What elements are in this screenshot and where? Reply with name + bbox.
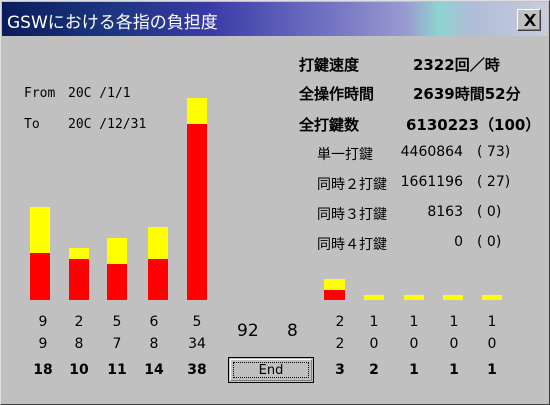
left-hand-percent: 92: [237, 321, 259, 341]
bar-lower-segment: [30, 253, 50, 300]
quad-stroke-pct: ( 0): [477, 234, 502, 250]
triple-stroke-label: 同時３打鍵: [317, 207, 387, 223]
right-row1-value: 1: [409, 314, 419, 330]
left-row1-value: 9: [38, 314, 48, 330]
single-stroke-label: 単一打鍵: [317, 147, 373, 163]
left-row2-value: 9: [38, 336, 48, 352]
quad-stroke-label: 同時４打鍵: [317, 237, 387, 253]
left-row1-value: 2: [74, 314, 84, 330]
left-total-value: 10: [69, 362, 89, 378]
right-total-value: 1: [409, 362, 419, 378]
right-row1-value: 1: [369, 314, 379, 330]
right-total-value: 1: [487, 362, 497, 378]
left-row2-value: 8: [149, 336, 159, 352]
triple-stroke-count: 8163: [427, 204, 463, 220]
single-stroke-pct: ( 73): [477, 144, 511, 160]
right-total-value: 1: [449, 362, 459, 378]
bar-upper-segment: [107, 237, 127, 264]
time-value: 2639時間52分: [413, 85, 521, 103]
quad-stroke-count: 0: [454, 234, 463, 250]
close-button[interactable]: [517, 9, 541, 31]
speed-value: 2322回／時: [413, 56, 500, 74]
right-total-value: 3: [335, 362, 345, 378]
bar-upper-segment: [482, 294, 502, 300]
end-button-focus-ring: [233, 362, 309, 378]
total-label: 全打鍵数: [299, 116, 360, 134]
double-stroke-count: 1661196: [400, 174, 463, 190]
triple-stroke-pct: ( 0): [477, 204, 502, 220]
bar-lower-segment: [187, 123, 207, 300]
left-row2-value: 7: [112, 336, 122, 352]
right-row1-value: 2: [335, 314, 345, 330]
bar-lower-segment: [69, 258, 89, 300]
bar-lower-segment: [324, 289, 345, 300]
left-row2-value: 8: [74, 336, 84, 352]
end-button-bevel: [230, 359, 312, 381]
bar-upper-segment: [187, 97, 207, 124]
single-stroke-count: 4460864: [400, 144, 463, 160]
bar-upper-segment: [443, 294, 463, 300]
time-label: 全操作時間: [299, 85, 375, 103]
title-bar[interactable]: GSWにおける各指の負担度: [2, 2, 548, 36]
right-row2-value: 0: [449, 336, 459, 352]
double-stroke-label: 同時２打鍵: [317, 177, 387, 193]
end-button-label: End: [258, 362, 284, 378]
end-button[interactable]: End: [228, 357, 314, 383]
left-row1-value: 5: [192, 314, 202, 330]
left-total-value: 11: [107, 362, 127, 378]
from-label: From: [24, 86, 56, 101]
double-stroke-pct: ( 27): [477, 174, 511, 190]
right-row2-value: 2: [335, 336, 345, 352]
right-row1-value: 1: [449, 314, 459, 330]
to-date: 20C /12/31: [68, 117, 147, 132]
right-row2-value: 0: [487, 336, 497, 352]
bar-upper-segment: [30, 206, 50, 254]
bar-upper-segment: [69, 248, 89, 259]
close-icon: [524, 14, 536, 26]
left-row2-value: 34: [188, 336, 206, 352]
bar-upper-segment: [404, 294, 424, 300]
bar-upper-segment: [364, 294, 384, 300]
left-total-value: 18: [33, 362, 53, 378]
right-row2-value: 0: [409, 336, 419, 352]
right-hand-percent: 8: [287, 321, 298, 341]
right-row2-value: 0: [369, 336, 379, 352]
left-total-value: 14: [144, 362, 164, 378]
right-total-value: 2: [369, 362, 379, 378]
bar-lower-segment: [148, 258, 168, 300]
bar-upper-segment: [148, 227, 168, 259]
left-row1-value: 6: [149, 314, 159, 330]
left-row1-value: 5: [112, 314, 122, 330]
to-label: To: [24, 117, 40, 132]
window-title: GSWにおける各指の負担度: [7, 13, 218, 33]
speed-label: 打鍵速度: [299, 56, 360, 74]
bar-lower-segment: [107, 263, 127, 300]
bar-upper-segment: [324, 279, 345, 290]
total-value: 6130223（100）: [406, 116, 541, 134]
from-date: 20C /1/1: [68, 86, 131, 101]
left-total-value: 38: [187, 362, 207, 378]
right-row1-value: 1: [487, 314, 497, 330]
